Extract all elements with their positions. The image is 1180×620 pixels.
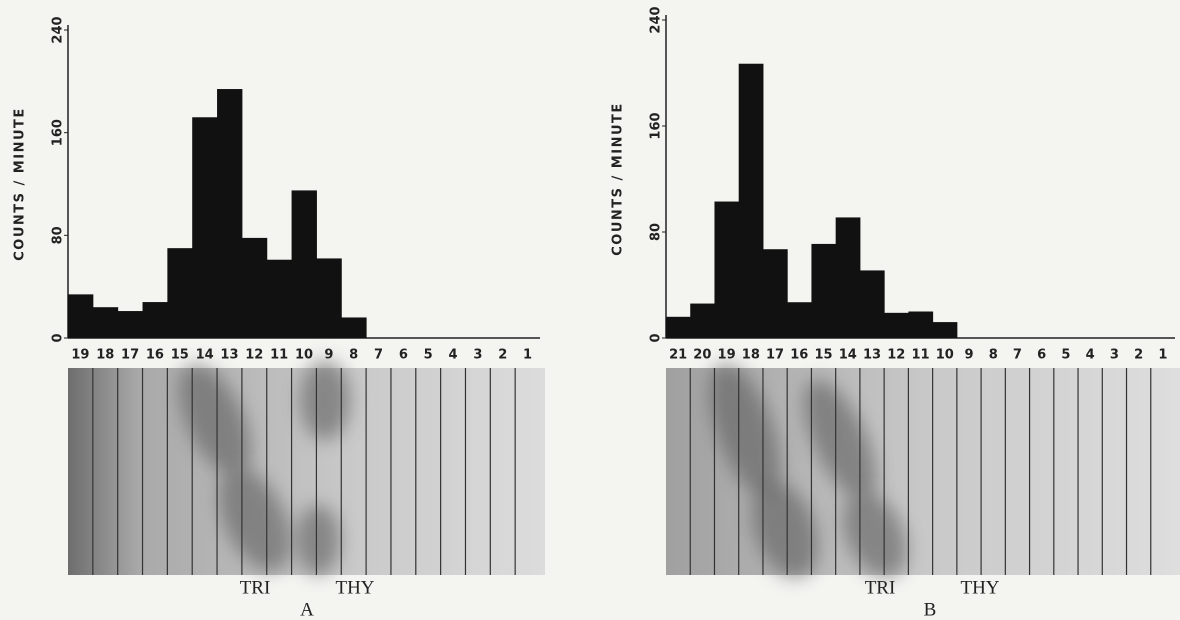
x-tick-label: 18 bbox=[742, 348, 760, 363]
x-tick-label: 19 bbox=[71, 348, 89, 363]
radioactive-spot bbox=[803, 380, 877, 500]
bar bbox=[167, 248, 193, 338]
y-tick-label: 0 bbox=[51, 333, 66, 342]
x-tick-label: 13 bbox=[863, 348, 881, 363]
bar bbox=[291, 190, 317, 338]
bar bbox=[762, 249, 788, 338]
x-tick-label: 3 bbox=[473, 348, 482, 363]
annotation: TRI bbox=[240, 577, 271, 598]
radioactive-spot bbox=[752, 481, 818, 579]
x-tick-label: 2 bbox=[1134, 348, 1143, 363]
bar bbox=[666, 316, 691, 338]
x-tick-label: 10 bbox=[295, 348, 313, 363]
annotation: THY bbox=[960, 577, 999, 598]
panel-label: B bbox=[924, 599, 937, 620]
bar bbox=[92, 307, 119, 338]
bar bbox=[217, 89, 243, 339]
y-tick-label: 0 bbox=[649, 333, 664, 342]
x-tick-label: 6 bbox=[399, 348, 408, 363]
x-tick-label: 17 bbox=[121, 348, 139, 363]
radioactive-spot bbox=[296, 505, 340, 575]
bar bbox=[884, 312, 909, 338]
x-tick-label: 1 bbox=[1158, 348, 1167, 363]
radioactive-spot bbox=[219, 468, 291, 572]
x-tick-label: 11 bbox=[911, 348, 929, 363]
y-tick-label: 80 bbox=[649, 223, 664, 241]
x-tick-label: 9 bbox=[964, 348, 973, 363]
bar bbox=[714, 201, 740, 338]
annotation: THY bbox=[335, 577, 374, 598]
x-tick-label: 16 bbox=[790, 348, 808, 363]
bar bbox=[142, 302, 168, 338]
x-tick-label: 12 bbox=[887, 348, 905, 363]
radioactive-spot bbox=[843, 492, 907, 578]
x-tick-label: 20 bbox=[693, 348, 711, 363]
x-tick-label: 13 bbox=[220, 348, 238, 363]
x-tick-label: 8 bbox=[989, 348, 998, 363]
x-tick-label: 21 bbox=[669, 348, 687, 363]
x-tick-label: 5 bbox=[424, 348, 433, 363]
bar bbox=[932, 322, 958, 338]
x-tick-label: 18 bbox=[96, 348, 114, 363]
y-tick-label: 240 bbox=[649, 6, 664, 33]
bar bbox=[787, 302, 812, 338]
radioactive-spot bbox=[179, 364, 251, 476]
x-tick-label: 14 bbox=[196, 348, 214, 363]
x-tick-label: 4 bbox=[449, 348, 458, 363]
bar bbox=[117, 311, 144, 338]
bar bbox=[241, 237, 268, 338]
x-tick-label: 12 bbox=[245, 348, 263, 363]
y-tick-label: 240 bbox=[51, 16, 66, 43]
bar bbox=[835, 217, 861, 338]
x-tick-label: 8 bbox=[349, 348, 358, 363]
bar bbox=[341, 317, 367, 338]
bar bbox=[859, 270, 885, 338]
bar bbox=[738, 63, 764, 338]
x-tick-label: 7 bbox=[1013, 348, 1022, 363]
x-tick-label: 11 bbox=[270, 348, 288, 363]
x-tick-label: 3 bbox=[1110, 348, 1119, 363]
x-tick-label: 5 bbox=[1061, 348, 1070, 363]
bar bbox=[316, 258, 342, 338]
x-tick-label: 1 bbox=[523, 348, 532, 363]
y-tick-label: 160 bbox=[51, 119, 66, 146]
bar bbox=[690, 303, 715, 338]
x-tick-label: 17 bbox=[766, 348, 784, 363]
bar bbox=[192, 117, 218, 339]
bar bbox=[68, 294, 94, 338]
x-tick-label: 16 bbox=[146, 348, 164, 363]
radioactive-spot bbox=[300, 360, 350, 440]
x-tick-label: 4 bbox=[1086, 348, 1095, 363]
x-tick-label: 9 bbox=[324, 348, 333, 363]
y-axis-label: COUNTS / MINUTE bbox=[13, 107, 28, 261]
x-tick-label: 10 bbox=[936, 348, 954, 363]
x-tick-label: 14 bbox=[839, 348, 857, 363]
x-tick-label: 7 bbox=[374, 348, 383, 363]
y-axis-label: COUNTS / MINUTE bbox=[611, 102, 626, 256]
annotation: TRI bbox=[865, 577, 896, 598]
x-tick-label: 15 bbox=[171, 348, 189, 363]
y-tick-label: 80 bbox=[51, 226, 66, 244]
y-tick-label: 160 bbox=[649, 112, 664, 139]
x-tick-label: 19 bbox=[718, 348, 736, 363]
panel-label: A bbox=[300, 599, 314, 620]
bar bbox=[811, 243, 837, 338]
x-tick-label: 2 bbox=[498, 348, 507, 363]
x-tick-label: 15 bbox=[815, 348, 833, 363]
bar bbox=[908, 311, 934, 338]
bar bbox=[266, 259, 293, 338]
x-tick-label: 6 bbox=[1037, 348, 1046, 363]
